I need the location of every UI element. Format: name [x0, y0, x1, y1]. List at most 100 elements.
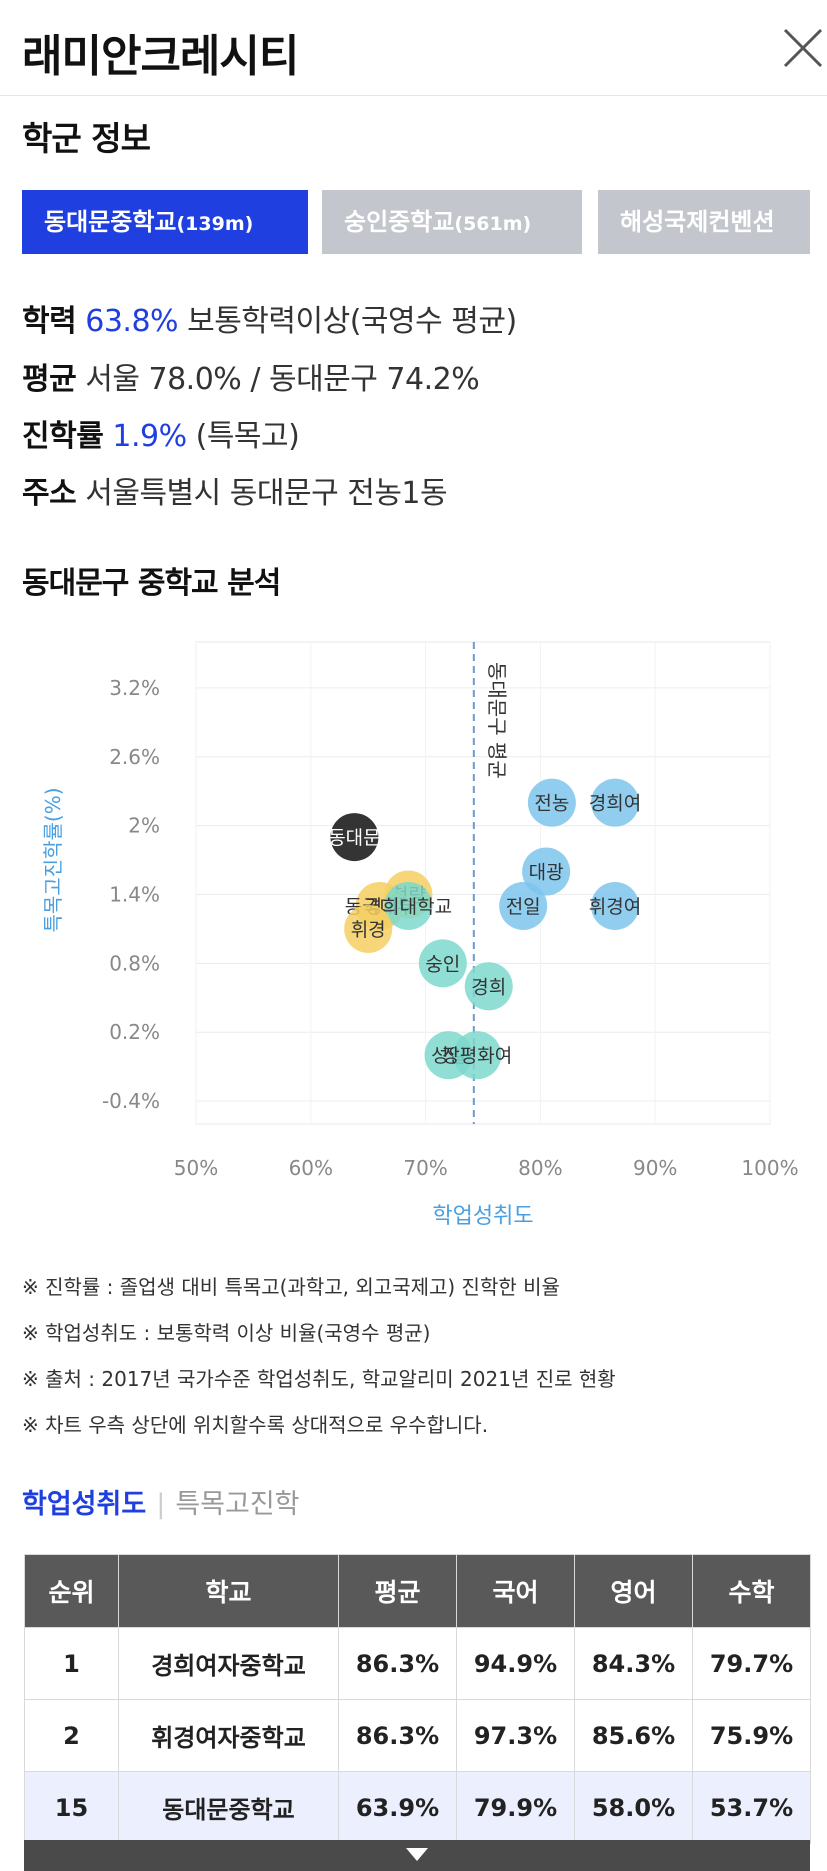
data-point-marker — [591, 881, 640, 930]
header-english: 영어 — [574, 1554, 693, 1628]
data-point-marker — [527, 778, 576, 827]
info-advance-desc: (특목고) — [195, 419, 300, 454]
info-achievement-label: 학력 — [22, 304, 77, 339]
cell-average: 86.3% — [338, 1699, 457, 1772]
data-points: 전농경희여동대문대광청량휘경여전일동국대부경희대학교휘경숭인경희성일장평화여 — [328, 778, 641, 1080]
data-point-marker — [418, 939, 467, 988]
page-title: 래미안크레시티 — [22, 31, 299, 82]
x-axis-label: 학업성취도 — [432, 1204, 533, 1229]
scatter-chart: 3.2% 2.6% 2% 1.4% 0.8% 0.2% -0.4% 50% 60% 70% 80%… — [41, 641, 799, 1229]
cell-rank: 2 — [24, 1699, 119, 1772]
data-point-label: 경희여 — [589, 793, 641, 815]
info-average-value: 서울 78.0% / 동대문구 74.2% — [85, 362, 480, 397]
y-tick-label: 3.2% — [109, 676, 160, 700]
header-school: 학교 — [118, 1554, 339, 1628]
info-advance-rate: 진학률 1.9% (특목고) — [22, 411, 300, 455]
data-point-marker — [464, 962, 513, 1011]
cell-english: 84.3% — [574, 1627, 693, 1700]
ranking-tabs: 학업성취도 | 특목고진학 — [22, 1482, 300, 1521]
table-row-highlighted: 15 동대문중학교 63.9% 79.9% 58.0% 53.7% — [24, 1771, 811, 1844]
data-point-label: 전일 — [506, 896, 541, 918]
data-point: 경희대학교 — [365, 881, 452, 930]
expand-table-button[interactable] — [24, 1840, 810, 1871]
close-icon[interactable] — [779, 24, 827, 72]
data-point: 전농 — [527, 778, 576, 827]
data-point-marker — [384, 881, 433, 930]
data-point-marker — [453, 1031, 502, 1080]
data-point-marker — [344, 904, 393, 953]
data-point-label: 경희 — [471, 976, 506, 998]
cell-english: 85.6% — [574, 1699, 693, 1772]
data-point: 휘경 — [344, 904, 393, 953]
header: 래미안크레시티 — [0, 0, 827, 96]
table-row: 2 휘경여자중학교 86.3% 97.3% 85.6% 75.9% — [24, 1699, 811, 1772]
x-tick-label: 90% — [633, 1156, 677, 1180]
y-tick-label: 0.2% — [109, 1020, 160, 1044]
info-address-value: 서울특별시 동대문구 전농1동 — [85, 476, 448, 511]
section-title-analysis: 동대문구 중학교 분석 — [22, 566, 281, 601]
tab-school-3[interactable]: 해성국제컨벤션 — [598, 190, 810, 254]
cell-math: 79.7% — [692, 1627, 811, 1700]
data-point-marker — [330, 813, 379, 862]
tab-school-2-distance: (561m) — [454, 213, 532, 235]
cell-english: 58.0% — [574, 1771, 693, 1844]
tab-school-1[interactable]: 동대문중학교(139m) — [22, 190, 308, 254]
data-point-marker — [499, 881, 548, 930]
data-point: 전일 — [499, 881, 548, 930]
data-point-label: 숭인 — [425, 953, 460, 975]
tab-achievement[interactable]: 학업성취도 — [22, 1489, 147, 1520]
header-math: 수학 — [692, 1554, 811, 1628]
y-tick-label: -0.4% — [102, 1089, 160, 1113]
data-point: 휘경여 — [589, 881, 641, 930]
cell-school: 휘경여자중학교 — [118, 1699, 339, 1772]
note-item: ※ 출처 : 2017년 국가수준 학업성취도, 학교알리미 2021년 진로 … — [22, 1367, 616, 1391]
cell-math: 53.7% — [692, 1771, 811, 1844]
cell-rank: 15 — [24, 1771, 119, 1844]
x-tick-label: 60% — [289, 1156, 333, 1180]
header-korean: 국어 — [456, 1554, 575, 1628]
data-point-label: 장평화여 — [442, 1045, 512, 1067]
section-title-school-info: 학군 정보 — [22, 119, 151, 158]
cell-math: 75.9% — [692, 1699, 811, 1772]
info-address: 주소 서울특별시 동대문구 전농1동 — [22, 468, 448, 512]
note-item: ※ 학업성취도 : 보통학력 이상 비율(국영수 평균) — [22, 1321, 431, 1345]
table-header-row: 순위 학교 평균 국어 영어 수학 — [24, 1554, 811, 1628]
tab-school-2[interactable]: 숭인중학교(561m) — [322, 190, 582, 254]
x-tick-label: 70% — [403, 1156, 447, 1180]
cell-korean: 79.9% — [456, 1771, 575, 1844]
info-average: 평균 서울 78.0% / 동대문구 74.2% — [22, 354, 480, 398]
y-tick-label: 1.4% — [109, 882, 160, 906]
data-point-label: 휘경여 — [589, 896, 641, 918]
tab-separator: | — [156, 1489, 166, 1520]
note-item: ※ 진학률 : 졸업생 대비 특목고(과학고, 외고국제고) 진학한 비율 — [22, 1275, 560, 1299]
average-line-label: 동대문구 평균 — [485, 662, 509, 779]
tab-school-2-name: 숭인중학교 — [344, 208, 455, 236]
x-tick-label: 80% — [518, 1156, 562, 1180]
info-average-label: 평균 — [22, 362, 77, 397]
data-point-label: 전농 — [534, 793, 569, 815]
cell-korean: 94.9% — [456, 1627, 575, 1700]
data-point-label: 휘경 — [351, 919, 386, 941]
data-point-label: 대광 — [529, 862, 564, 884]
table-row: 1 경희여자중학교 86.3% 94.9% 84.3% 79.7% — [24, 1627, 811, 1700]
x-tick-label: 50% — [174, 1156, 218, 1180]
y-tick-labels: 3.2% 2.6% 2% 1.4% 0.8% 0.2% -0.4% — [102, 676, 160, 1113]
note-item: ※ 차트 우측 상단에 위치할수록 상대적으로 우수합니다. — [22, 1413, 489, 1437]
ranking-table: 순위 학교 평균 국어 영어 수학 1 경희여자중학교 86.3% 94.9% … — [24, 1554, 811, 1844]
y-tick-label: 2% — [128, 814, 160, 838]
cell-average: 86.3% — [338, 1627, 457, 1700]
data-point-marker — [591, 778, 640, 827]
data-point: 대광 — [522, 847, 571, 896]
data-point-label: 동대문 — [328, 827, 380, 849]
cell-school: 경희여자중학교 — [118, 1627, 339, 1700]
data-point: 경희 — [464, 962, 513, 1011]
x-tick-labels: 50% 60% 70% 80% 90% 100% — [174, 1156, 799, 1180]
info-advance-value: 1.9% — [112, 419, 187, 454]
info-address-label: 주소 — [22, 476, 77, 511]
info-achievement: 학력 63.8% 보통학력이상(국영수 평균) — [22, 296, 517, 340]
chart-notes: ※ 진학률 : 졸업생 대비 특목고(과학고, 외고국제고) 진학한 비율 ※ … — [22, 1272, 616, 1456]
header-average: 평균 — [338, 1554, 457, 1628]
tab-special-high[interactable]: 특목고진학 — [175, 1489, 300, 1520]
x-tick-label: 100% — [741, 1156, 798, 1180]
cell-average: 63.9% — [338, 1771, 457, 1844]
